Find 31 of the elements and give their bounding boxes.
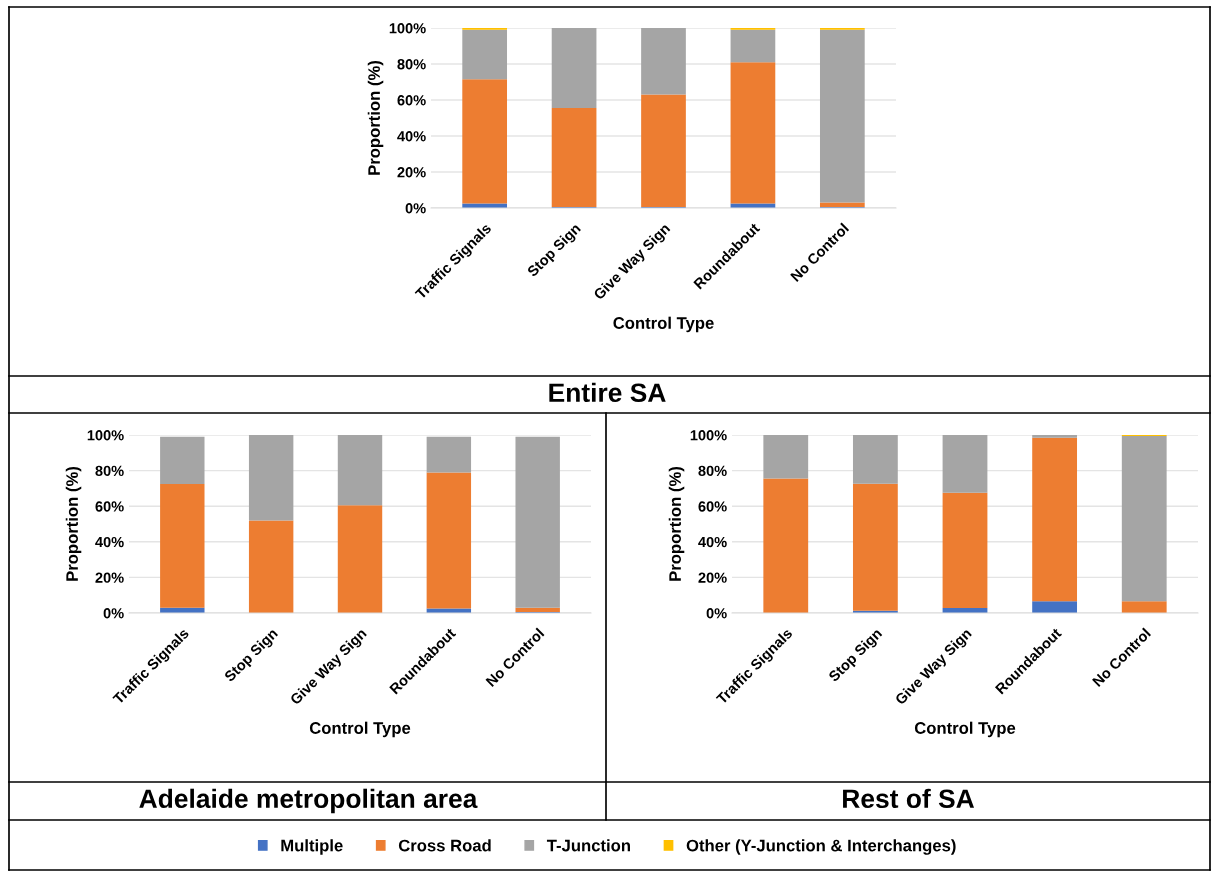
text: Rest of SA	[843, 788, 975, 809]
y-tick-label: 20%	[698, 572, 727, 583]
y-axis-title: Proportion (%)	[65, 466, 82, 581]
y-tick-label: 20%	[95, 572, 124, 583]
y-tick-label: 80%	[95, 465, 124, 477]
y-tick-label: 40%	[95, 536, 124, 548]
legend-label: Cross Road	[398, 839, 491, 852]
y-tick-label: 0%	[103, 608, 124, 619]
x-axis-title: Control Type	[309, 721, 411, 738]
text: Adelaide metropolitan area	[139, 788, 478, 814]
y-tick-label: 60%	[95, 501, 124, 512]
y-tick-label: 80%	[698, 465, 727, 477]
y-axis-title: Proportion (%)	[367, 60, 384, 175]
y-axis-title: Proportion (%)	[668, 466, 685, 581]
y-tick-label: 0%	[405, 203, 426, 214]
x-axis-title: Control Type	[613, 316, 714, 333]
x-axis-title: Control Type	[914, 721, 1016, 738]
y-tick-label: 100%	[690, 430, 727, 441]
legend-label: Other (Y-Junction & Interchanges)	[686, 839, 956, 855]
y-tick-label: 60%	[397, 95, 426, 106]
y-tick-label: 20%	[397, 167, 426, 178]
y-tick-label: 0%	[706, 608, 727, 619]
y-tick-label: 80%	[397, 59, 426, 70]
legend-label: Multiple	[281, 839, 343, 855]
y-tick-label: 40%	[698, 536, 727, 548]
y-tick-label: 40%	[397, 131, 426, 142]
y-tick-label: 100%	[87, 430, 124, 441]
y-tick-label: 60%	[698, 501, 727, 512]
text: Entire SA	[549, 382, 666, 403]
legend-label: T-Junction	[546, 839, 630, 852]
y-tick-label: 100%	[389, 23, 426, 34]
